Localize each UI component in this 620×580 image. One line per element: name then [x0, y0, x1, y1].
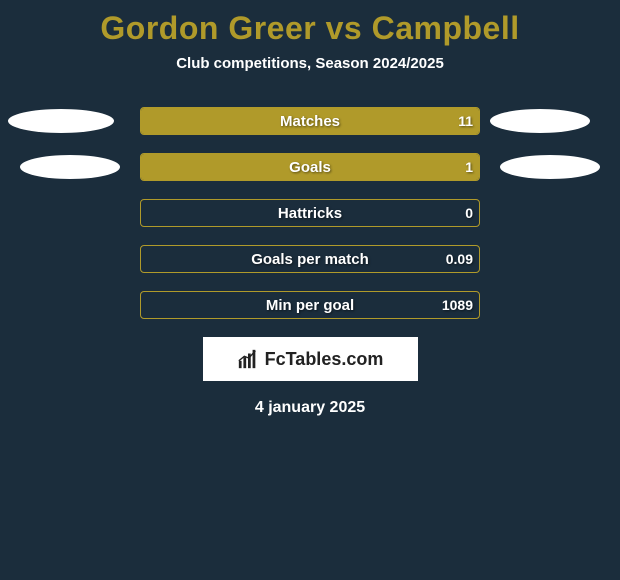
stats-chart: Matches11 Goals1 Hattricks0 Goals per match… [0, 107, 620, 319]
date-label: 4 january 2025 [0, 399, 620, 417]
stat-row: Min per goal1089 [0, 291, 620, 319]
stat-bar-fill [141, 108, 479, 134]
stat-row: Goals per match0.09 [0, 245, 620, 273]
player-a-marker [8, 109, 114, 133]
stat-value-right: 1 [465, 154, 473, 180]
player-b-marker [500, 155, 600, 179]
comparison-card: Gordon Greer vs Campbell Club competitio… [0, 0, 620, 580]
stat-row: Matches11 [0, 107, 620, 135]
stat-bar: Min per goal1089 [140, 291, 480, 319]
stat-bar: Hattricks0 [140, 199, 480, 227]
page-title: Gordon Greer vs Campbell [0, 0, 620, 47]
stat-value-right: 0 [465, 200, 473, 226]
source-logo[interactable]: FcTables.com [203, 337, 418, 381]
stat-bar-fill [141, 154, 479, 180]
logo-text: FcTables.com [265, 349, 384, 370]
stat-value-right: 11 [458, 108, 473, 134]
subtitle: Club competitions, Season 2024/2025 [0, 55, 620, 72]
stat-bar: Goals per match0.09 [140, 245, 480, 273]
stat-label: Hattricks [141, 200, 479, 226]
stat-row: Hattricks0 [0, 199, 620, 227]
player-a-marker [20, 155, 120, 179]
stat-bar: Matches11 [140, 107, 480, 135]
stat-row: Goals1 [0, 153, 620, 181]
stat-label: Min per goal [141, 292, 479, 318]
stat-value-right: 1089 [442, 292, 473, 318]
stat-bar: Goals1 [140, 153, 480, 181]
stat-value-right: 0.09 [446, 246, 473, 272]
stat-label: Goals per match [141, 246, 479, 272]
player-b-marker [490, 109, 590, 133]
bars-icon [237, 348, 259, 370]
